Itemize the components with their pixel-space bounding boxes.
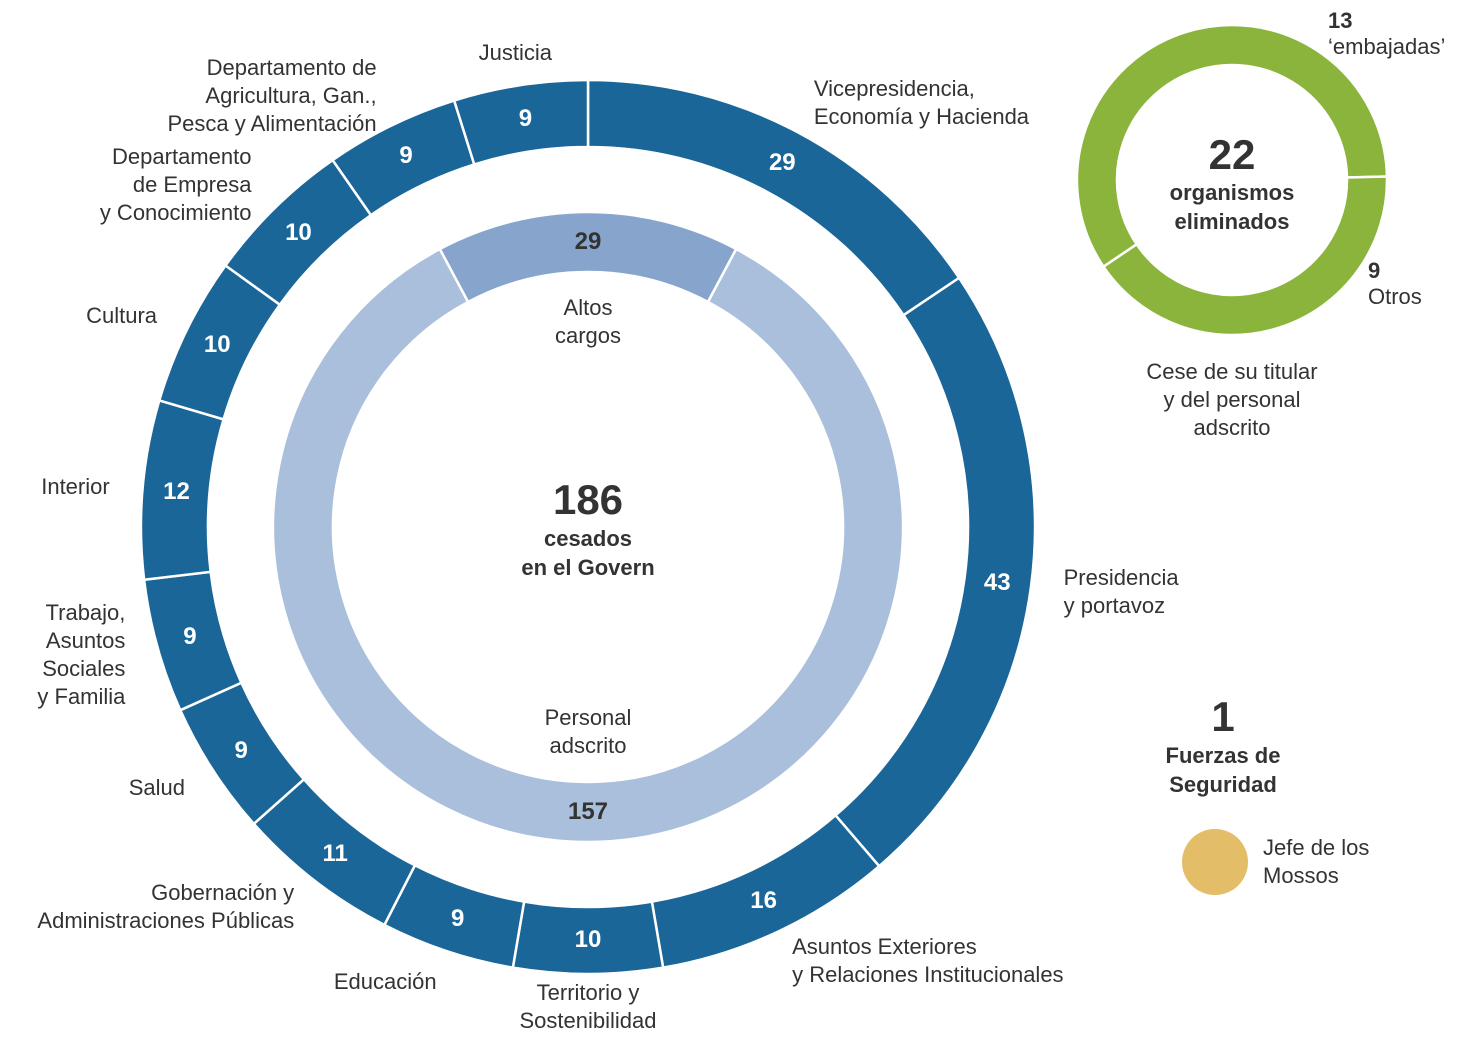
category-label: Educación [333, 969, 437, 995]
dot [1182, 829, 1248, 895]
ring-segment [452, 78, 590, 166]
value-label: 9 [518, 104, 533, 132]
category-label: ‘embajadas’ [1328, 34, 1446, 59]
total: 1 [1211, 693, 1235, 740]
value-label: 12 [163, 478, 190, 506]
category-label: Interior [41, 473, 110, 499]
category-label: Trabajo, Asuntos Sociales y Familia [37, 600, 126, 710]
value-label: 29 [574, 228, 602, 255]
center-title: organismos eliminados [1169, 180, 1295, 234]
value-label: 9 [399, 142, 413, 170]
label-group: 13 ‘embajadas’ [1328, 8, 1445, 60]
category-label: Personal adscrito [544, 705, 632, 758]
value-label: 157 [567, 798, 609, 825]
value-label: 10 [203, 331, 231, 359]
category-label: Salud [128, 774, 185, 800]
value-label: 10 [574, 926, 602, 953]
category-label: Territorio y Sostenibilidad [519, 980, 657, 1033]
value-label: 9 [183, 623, 197, 651]
value-label: 9 [234, 737, 248, 765]
category-label: Jefe de los Mossos [1263, 835, 1370, 888]
label-group: 9 Otros [1368, 258, 1422, 310]
center-total: 22 [1208, 131, 1256, 178]
value-label: 16 [750, 886, 777, 914]
ring-segment [1075, 23, 1389, 269]
value-label: 9 [451, 904, 465, 932]
note: Cese de su titular y del personal adscri… [1146, 359, 1318, 440]
value-label: 43 [983, 568, 1011, 596]
value-label: 9 [1368, 258, 1381, 283]
title: Fuerzas de Seguridad [1165, 743, 1281, 797]
value-label: 29 [768, 148, 796, 176]
ring-segment [1101, 175, 1389, 337]
category-label: Presidencia y portavoz [1063, 564, 1179, 618]
category-label: Departamento de Agricultura, Gan., Pesca… [167, 55, 377, 137]
value-label: 11 [322, 839, 348, 867]
value-label: 13 [1328, 8, 1353, 33]
value-label: 10 [285, 218, 312, 246]
category-label: Vicepresidencia, Economía y Hacienda [813, 76, 1030, 130]
ring-segment [271, 247, 905, 844]
center-total: 186 [552, 476, 624, 523]
category-label: Asuntos Exteriores y Relaciones Instituc… [792, 934, 1064, 988]
category-label: Gobernación y Administraciones Públicas [37, 879, 295, 933]
category-label: Departamento de Empresa y Conocimiento [99, 143, 252, 225]
category-label: Otros [1368, 284, 1422, 309]
category-label: Cultura [86, 302, 158, 328]
ring-segment [438, 210, 738, 304]
center-title: cesados en el Govern [521, 526, 655, 580]
category-label: Justicia [478, 39, 552, 65]
category-label: Altos cargos [554, 295, 622, 348]
